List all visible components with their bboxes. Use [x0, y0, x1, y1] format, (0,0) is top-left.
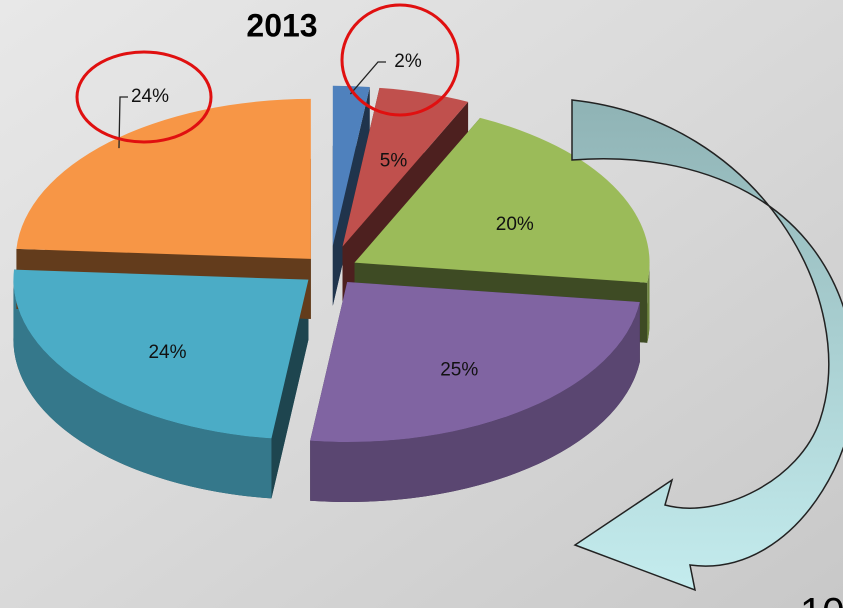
page: {"chart_data": {"type": "pie", "title": … [0, 0, 843, 608]
chart-title: 2013 [246, 7, 317, 43]
data-label: 25% [440, 359, 478, 380]
page-number: 10 [800, 591, 843, 608]
data-label: 24% [131, 86, 169, 107]
data-label: 5% [380, 150, 408, 171]
data-label: 2% [394, 51, 422, 72]
slide: 2% 5% 20% 25% 24% 24% 2013 10 [0, 0, 843, 608]
data-label: 20% [496, 214, 534, 235]
data-label: 24% [148, 342, 186, 363]
